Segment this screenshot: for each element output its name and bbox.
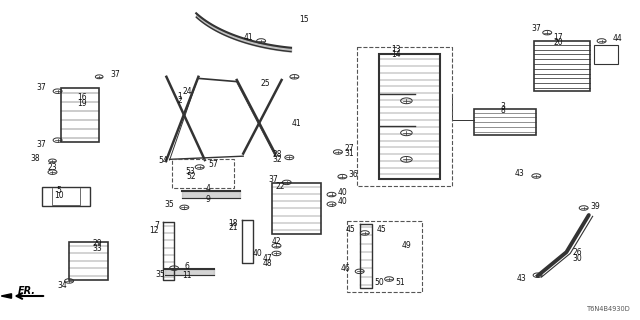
- Text: 28: 28: [272, 150, 282, 159]
- Text: 26: 26: [573, 248, 582, 257]
- Text: 40: 40: [253, 249, 262, 258]
- Text: 50: 50: [374, 278, 384, 287]
- Text: 34: 34: [58, 281, 67, 290]
- Text: 37: 37: [36, 140, 46, 149]
- Text: 54: 54: [158, 156, 168, 165]
- Text: 2: 2: [178, 96, 182, 105]
- Text: 49: 49: [402, 241, 412, 250]
- Text: 41: 41: [243, 33, 253, 42]
- Text: 44: 44: [613, 34, 623, 43]
- Text: 32: 32: [272, 155, 282, 164]
- Text: 41: 41: [291, 119, 301, 128]
- Text: 53: 53: [186, 167, 196, 176]
- Text: 10: 10: [54, 191, 64, 200]
- Text: 8: 8: [500, 106, 505, 115]
- Text: 46: 46: [341, 264, 351, 273]
- Text: 18: 18: [228, 219, 238, 228]
- Text: 43: 43: [515, 169, 525, 178]
- Bar: [347, 221, 422, 292]
- Text: 22: 22: [275, 182, 285, 191]
- Text: 17: 17: [553, 33, 563, 42]
- Text: 40: 40: [338, 197, 348, 206]
- Text: 21: 21: [228, 223, 238, 232]
- Text: 12: 12: [149, 226, 159, 235]
- Text: 29: 29: [92, 239, 102, 248]
- Text: T6N4B4930D: T6N4B4930D: [587, 306, 630, 312]
- Text: 9: 9: [205, 195, 211, 204]
- Text: 5: 5: [56, 186, 61, 195]
- Text: 57: 57: [209, 160, 218, 169]
- Text: 13: 13: [390, 45, 401, 54]
- Text: 7: 7: [154, 221, 159, 230]
- Text: 52: 52: [186, 172, 196, 180]
- Text: 43: 43: [516, 274, 526, 283]
- Bar: [172, 159, 234, 188]
- Text: 33: 33: [92, 244, 102, 253]
- Text: 36: 36: [349, 170, 358, 179]
- Text: 42: 42: [271, 237, 282, 246]
- Text: 48: 48: [262, 259, 273, 268]
- Text: 40: 40: [338, 188, 348, 196]
- Text: 20: 20: [553, 38, 563, 47]
- Text: 45: 45: [346, 225, 355, 234]
- Text: 4: 4: [205, 184, 211, 193]
- Text: 14: 14: [390, 50, 401, 59]
- Text: 37: 37: [531, 24, 541, 33]
- Text: 19: 19: [77, 99, 87, 108]
- Text: FR.: FR.: [18, 285, 36, 296]
- Text: 39: 39: [590, 202, 600, 211]
- Text: 51: 51: [396, 278, 405, 287]
- Bar: [594, 45, 618, 64]
- Text: 38: 38: [30, 154, 40, 163]
- Text: 35: 35: [164, 200, 174, 209]
- Polygon shape: [1, 294, 12, 298]
- Text: 37: 37: [269, 175, 278, 184]
- Text: 27: 27: [344, 144, 354, 153]
- Text: 31: 31: [344, 149, 354, 158]
- Text: 37: 37: [36, 83, 46, 92]
- Text: 16: 16: [77, 93, 87, 102]
- Text: 37: 37: [110, 70, 120, 79]
- Text: 47: 47: [262, 254, 273, 263]
- Text: 1: 1: [178, 92, 182, 100]
- Text: 23: 23: [47, 163, 58, 172]
- Bar: [357, 47, 452, 186]
- Bar: [42, 187, 90, 206]
- Text: 35: 35: [156, 270, 165, 279]
- Text: 6: 6: [184, 262, 189, 271]
- Text: 11: 11: [182, 271, 191, 280]
- Text: 30: 30: [573, 254, 582, 263]
- Text: 25: 25: [260, 79, 271, 88]
- Text: 45: 45: [376, 225, 386, 234]
- Text: 15: 15: [299, 15, 309, 24]
- Text: 24: 24: [182, 87, 192, 96]
- Text: 3: 3: [500, 102, 505, 111]
